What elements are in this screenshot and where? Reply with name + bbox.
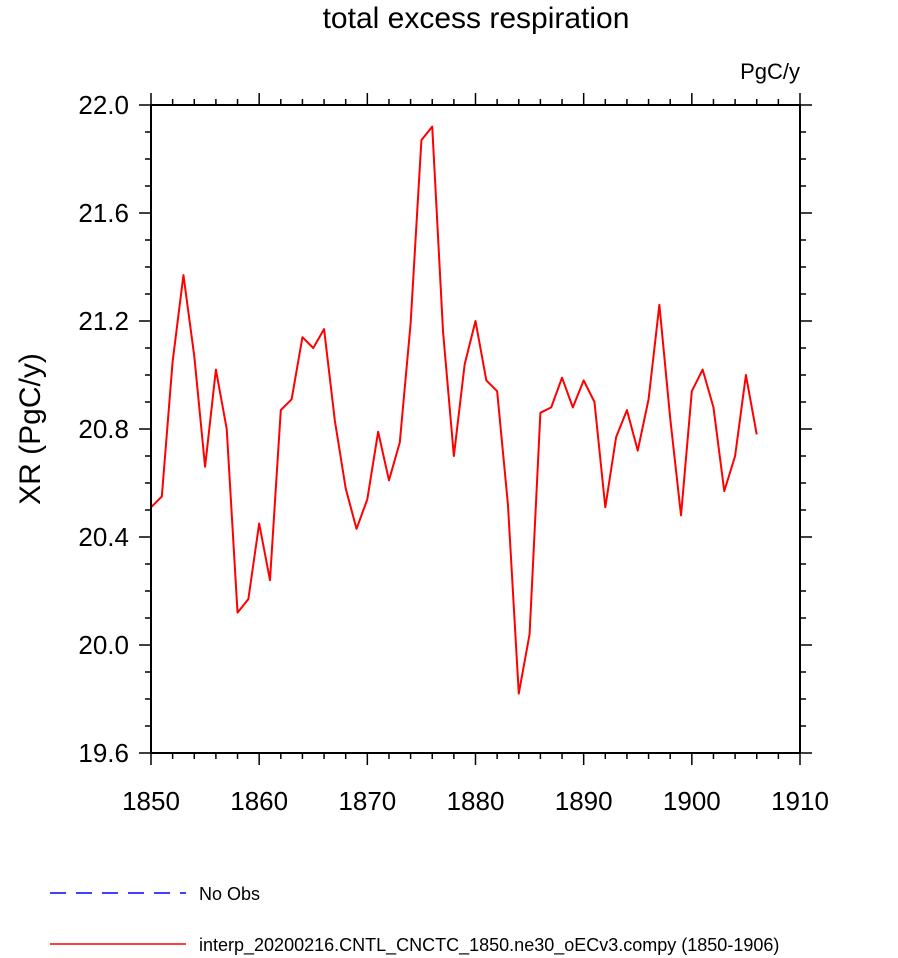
x-tick-label: 1900 <box>663 786 721 816</box>
x-tick-label: 1870 <box>338 786 396 816</box>
x-tick-label: 1880 <box>447 786 505 816</box>
y-tick-label: 20.4 <box>78 522 129 552</box>
y-tick-label: 20.8 <box>78 414 129 444</box>
units-label: PgC/y <box>740 59 800 84</box>
x-tick-label: 1910 <box>771 786 829 816</box>
legend: No Obs interp_20200216.CNTL_CNCTC_1850.n… <box>50 884 779 956</box>
y-tick-label: 22.0 <box>78 90 129 120</box>
y-tick-label: 21.2 <box>78 306 129 336</box>
series-line-1 <box>150 125 758 695</box>
x-tick-label: 1860 <box>230 786 288 816</box>
y-axis-label: XR (PgC/y) <box>14 353 47 505</box>
x-tick-label: 1850 <box>122 786 180 816</box>
legend-label-model-run: interp_20200216.CNTL_CNCTC_1850.ne30_oEC… <box>199 935 779 956</box>
y-tick-label: 20.0 <box>78 630 129 660</box>
data-series <box>150 125 758 695</box>
axis-ticks <box>139 93 812 765</box>
y-tick-label: 21.6 <box>78 198 129 228</box>
x-tick-label: 1890 <box>555 786 613 816</box>
chart-title: total excess respiration <box>323 2 630 35</box>
plot-frame <box>150 104 801 754</box>
y-tick-label: 19.6 <box>78 738 129 768</box>
axis-tick-labels: 1850 1860 1870 1880 1890 1900 1910 19.6 20.0 20.4… <box>78 90 829 816</box>
legend-label-no-obs: No Obs <box>199 884 260 904</box>
